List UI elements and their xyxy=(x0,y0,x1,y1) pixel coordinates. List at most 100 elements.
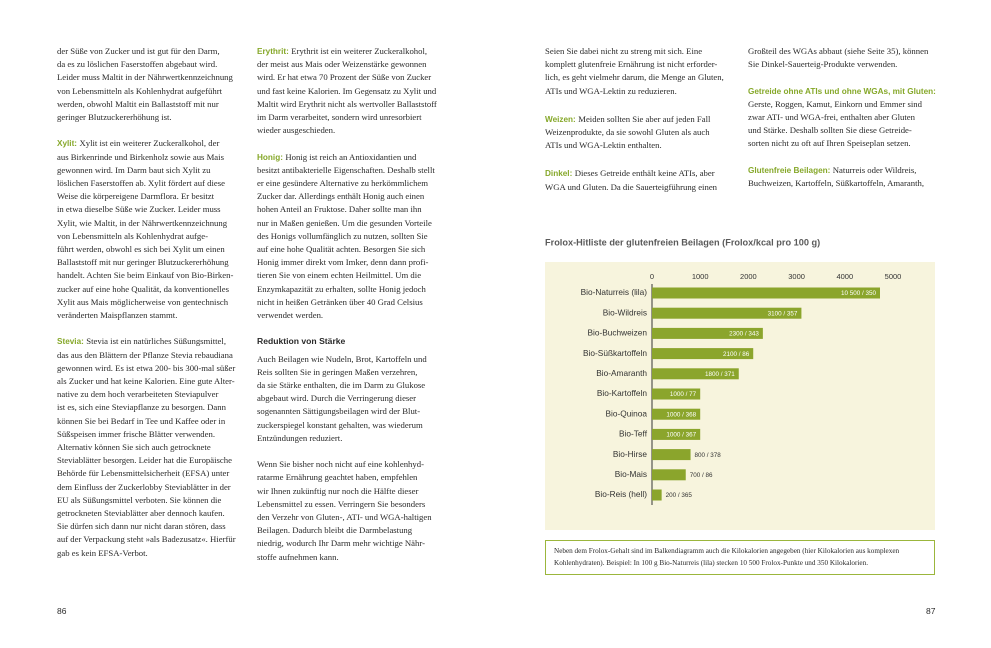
heading: Reduktion von Stärke xyxy=(257,336,346,347)
lead-in: Xylit: xyxy=(57,139,78,149)
text-line: Buchweizen, Kartoffeln, Süßkartoffeln, A… xyxy=(748,178,925,188)
value-label: 1000 / 368 xyxy=(666,411,696,418)
text-line: Stevia: Stevia ist ein natürliches Süßung… xyxy=(57,335,236,348)
x-tick-label: 1000 xyxy=(692,272,709,281)
text-line: von Lebensmitteln als Kohlenhydrat aufge… xyxy=(57,85,223,96)
paragraph: der Süße von Zucker und ist gut für den … xyxy=(57,45,236,124)
paragraph: Glutenfreie Beilagen: Naturreis oder Wild… xyxy=(748,164,936,190)
caption: Neben dem Frolox-Gehalt sind im Balkendi… xyxy=(545,540,935,575)
x-tick-label: 5000 xyxy=(885,272,902,281)
text-line: Weise die körpereigene Darmflora. Er bes… xyxy=(57,191,215,202)
lead-in: Stevia: xyxy=(57,337,84,347)
value-label: 2100 / 86 xyxy=(723,351,750,358)
text-line: wir Ihnen zukünftig nur noch die Hälfte … xyxy=(257,485,419,496)
bar xyxy=(652,428,701,440)
x-tick-label: 4000 xyxy=(836,272,853,281)
value-label: 800 / 378 xyxy=(695,452,722,459)
text-line: gewonnen wird. Es ist etwa 200- bis 300-… xyxy=(57,362,236,373)
text-line: ATIs und WGA-Lektin zu reduzieren. xyxy=(545,85,677,96)
y-tick-label: Bio-Hirse xyxy=(613,449,648,459)
bar xyxy=(652,368,739,380)
text-line: ATIs und WGA-Lektin enthalten. xyxy=(545,140,662,151)
text-line: Seien Sie dabei nicht zu streng mit sich… xyxy=(545,46,703,56)
text-line: und fast keine Kalorien. Im Gegensatz zu… xyxy=(257,85,437,96)
bar xyxy=(652,348,754,360)
y-tick-label: Bio-Naturreis (lila) xyxy=(581,287,648,297)
paragraph: Dinkel: Dieses Getreide enthält keine ATI… xyxy=(545,167,724,193)
text-line: Wenn Sie bisher noch nicht auf eine kohl… xyxy=(257,459,424,470)
text-line: lich, es geht vielmehr darum, die Menge … xyxy=(545,72,724,83)
text-line: Honig immer direkt vom Imker, denn dann … xyxy=(257,257,429,268)
text-line: Alternativ können Sie sich auch getrockn… xyxy=(57,442,211,453)
text-line: Dinkel: Dieses Getreide enthält keine ATI… xyxy=(545,167,724,180)
text-line: ist es, sich eine Steviapflanze zu besor… xyxy=(57,402,226,413)
text-line: können Sie bei Bedarf in Tee und Kaffee … xyxy=(57,415,226,426)
paragraph: Erythrit: Erythrit ist ein weiterer Zucke… xyxy=(257,45,437,137)
value-label: 10 500 / 350 xyxy=(841,290,877,297)
text-line: besitzt antibakterielle Eigenschaften. D… xyxy=(257,164,435,175)
text-line: zucker auf eine hohe Qualität, da konven… xyxy=(57,283,229,294)
text-line: Enzymkapazität zu erhalten, sollte Honig… xyxy=(257,283,426,294)
lead-in: Glutenfreie Beilagen: xyxy=(748,165,831,175)
paragraph: Seien Sie dabei nicht zu streng mit sich… xyxy=(545,45,724,98)
text-line: aus Birkenrinde und Birkenholz sowie aus… xyxy=(57,151,224,162)
lead-in: Weizen: xyxy=(545,114,576,124)
text-line: Gerste, Roggen, Kamut, Einkorn und Emmer… xyxy=(748,98,922,109)
text-line: Süßspeisen immer frische Blätter verwend… xyxy=(57,428,216,439)
text-line: im Darm verarbeitet, sondern wird unreso… xyxy=(257,112,422,123)
lead-in: Erythrit: xyxy=(257,47,289,56)
text-line: zuckerspiegel konstant gehalten, was wie… xyxy=(257,419,423,430)
text-line: Beilagen. Dadurch bleibt die Darmbelastu… xyxy=(257,525,413,536)
text-line: wieder ausgeschieden. xyxy=(257,125,336,136)
text-line: von Lebensmitteln als Kohlenhydrat aufge… xyxy=(57,230,209,241)
paragraph: Honig: Honig ist reich an Antioxidantien … xyxy=(257,151,437,323)
x-tick-label: 0 xyxy=(650,272,654,281)
bar xyxy=(652,327,763,339)
text-line: Glutenfreie Beilagen: Naturreis oder Wild… xyxy=(748,164,936,177)
y-tick-label: Bio-Quinoa xyxy=(605,408,647,418)
text-line: Sie dürfen sich dann nur nicht daran stö… xyxy=(57,521,226,532)
text-line: auf eine hohe Qualität achten. Besorgen … xyxy=(257,244,426,255)
y-tick-label: Bio-Amaranth xyxy=(596,368,647,378)
chart-title: Frolox-Hitliste der glutenfreien Beilage… xyxy=(545,237,820,247)
text-line: Sie Dinkel-Sauerteig-Produkte verwenden. xyxy=(748,59,898,70)
caption-line: Kohlenhydraten). Beispiel: In 100 g Bio-… xyxy=(554,558,868,567)
text: Erythrit ist ein weiterer Zuckeralkohol, xyxy=(291,46,428,56)
text-line: wird. Er hat etwa 70 Prozent der Süße vo… xyxy=(257,72,432,83)
text-column: der Süße von Zucker und ist gut für den … xyxy=(57,45,236,573)
text-line: führt werden, obwohl es sich bei Xylit u… xyxy=(57,244,225,255)
text-line: verwendet werden. xyxy=(257,310,324,321)
y-tick-label: Bio-Buchweizen xyxy=(588,328,648,338)
text-line: der Süße von Zucker und ist gut für den … xyxy=(57,46,220,56)
value-label: 3100 / 357 xyxy=(768,310,798,317)
y-tick-label: Bio-Mais xyxy=(615,469,647,479)
text-line: löslichen Faserstoffen ab. Xylit fördert… xyxy=(57,178,225,189)
text-line: den Verzehr von Gluten-, ATI- und WGA-ha… xyxy=(257,512,432,523)
paragraph: Großteil des WGAs abbaut (siehe Seite 35… xyxy=(748,45,936,71)
text-line: EU als Süßungsmittel verboten. Sie könne… xyxy=(57,494,222,505)
text-line: da es zu löslichen Faserstoffen abgebaut… xyxy=(57,59,218,70)
text-line: Reis sollten Sie in geringen Maßen verze… xyxy=(257,366,418,377)
text-line: tieren Sie von einem echten Heilmittel. … xyxy=(257,270,422,281)
x-tick-label: 2000 xyxy=(740,272,757,281)
bar xyxy=(652,287,880,299)
text-line: Steviablätter besorgen. Leider hat die E… xyxy=(57,455,232,466)
text-line: geringer Blutzuckererhöhung ist. xyxy=(57,112,172,123)
bar xyxy=(652,449,691,461)
paragraph: Auch Beilagen wie Nudeln, Brot, Kartoffe… xyxy=(257,353,437,445)
text-line: nicht in heißen Getränken über 40 Grad C… xyxy=(257,296,423,307)
text: Dieses Getreide enthält keine ATIs, aber xyxy=(574,168,715,179)
y-tick-label: Bio-Süßkartoffeln xyxy=(583,348,647,358)
text-line: niedrig, wodurch Ihr Darm mehr wichtige … xyxy=(257,538,425,549)
text-column: Erythrit: Erythrit ist ein weiterer Zucke… xyxy=(257,45,437,577)
paragraph: Getreide ohne ATIs und ohne WGAs, mit Gl… xyxy=(748,85,936,151)
value-label: 700 / 86 xyxy=(690,472,713,479)
text-line: Xylit: Xylit ist ein weiterer Zuckeralkoh… xyxy=(57,137,236,150)
text-line: Getreide ohne ATIs und ohne WGAs, mit Gl… xyxy=(748,85,936,98)
bar xyxy=(652,469,686,481)
x-tick-label: 3000 xyxy=(788,272,805,281)
text: Xylit ist ein weiterer Zuckeralkohol, de… xyxy=(79,138,220,149)
value-label: 1000 / 77 xyxy=(670,391,697,398)
text-line: als Zucker und hat keine Kalorien. Eine … xyxy=(57,376,235,387)
